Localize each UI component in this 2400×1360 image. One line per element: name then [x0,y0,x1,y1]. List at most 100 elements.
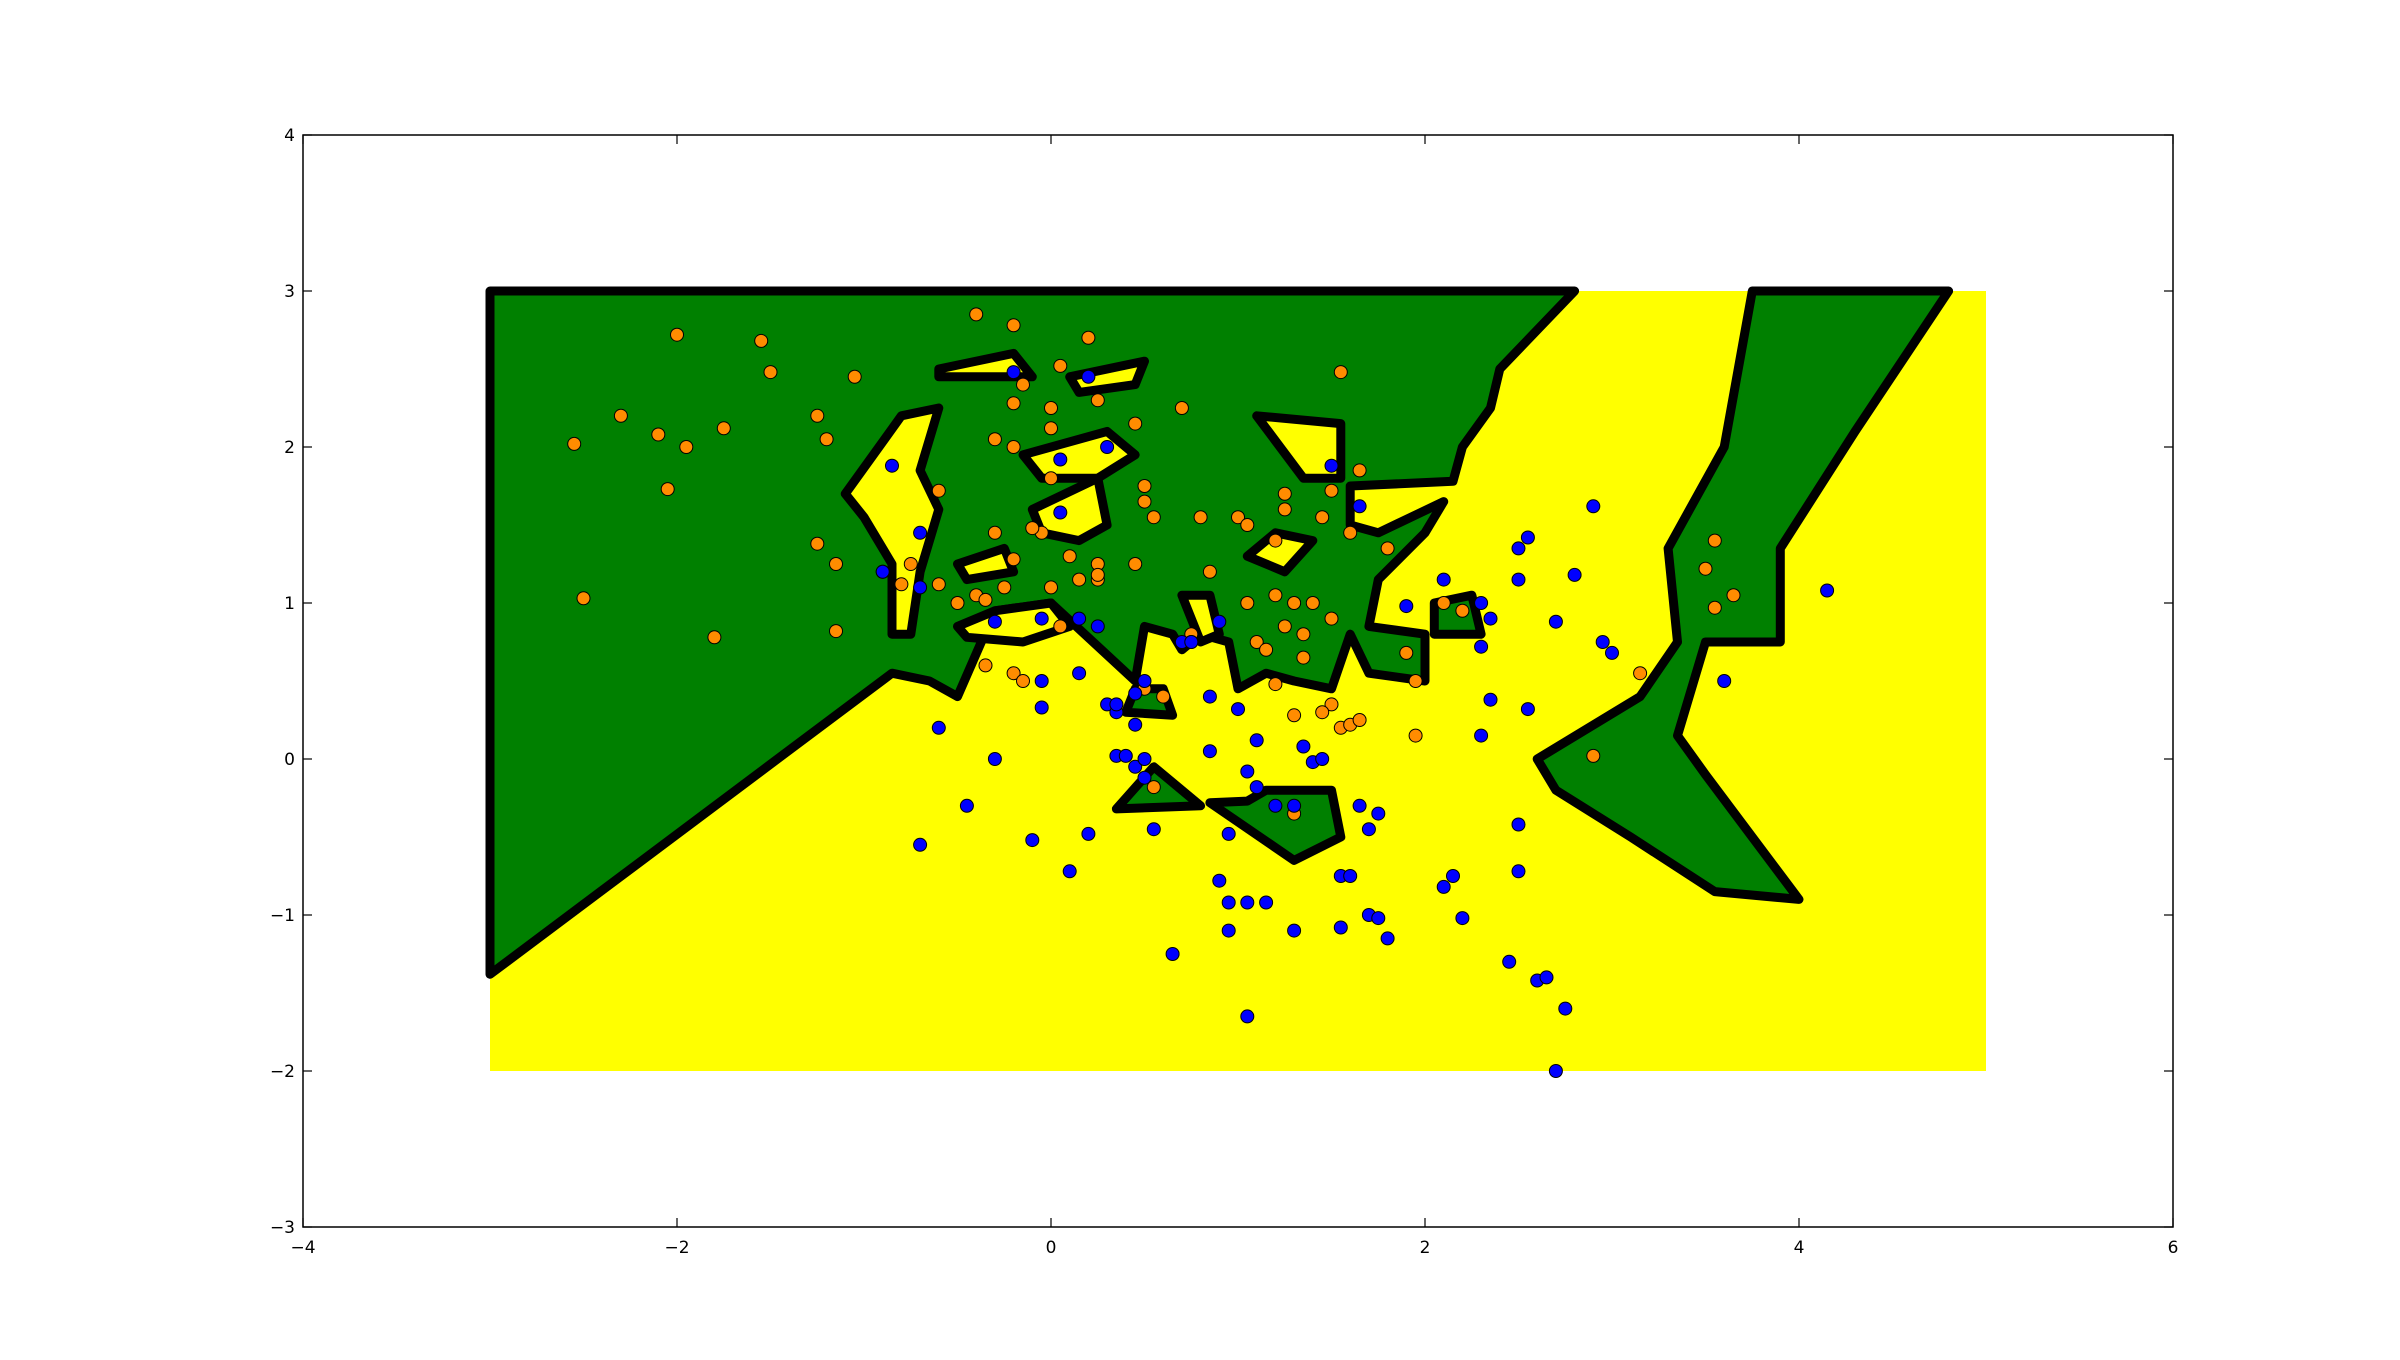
blue-point [1249,733,1264,748]
blue-point [1184,635,1199,649]
orange-point [1633,666,1648,681]
orange-point [1277,486,1292,501]
orange-point [1006,552,1021,567]
orange-point [1062,549,1077,564]
blue-point [1502,954,1517,969]
blue-point [1268,798,1283,813]
orange-point [1044,580,1058,595]
orange-point [1128,416,1143,431]
orange-point [987,525,1002,540]
blue-point [1034,674,1049,688]
blue-point [1511,864,1526,879]
orange-point [707,630,722,645]
y-tick-label: −1 [270,906,295,926]
blue-point [1128,686,1143,701]
y-tick-label: 0 [284,750,295,770]
orange-point [829,557,843,571]
orange-point [1324,483,1339,498]
blue-point [1259,895,1274,910]
blue-point [1221,895,1236,910]
orange-point [1259,642,1274,657]
blue-point [1100,440,1115,454]
yellow-class-island [1177,590,1224,647]
blue-point [1352,499,1367,514]
blue-point [1053,505,1068,520]
orange-point [1006,666,1021,681]
orange-point [1707,600,1722,615]
orange-point [1324,611,1339,626]
orange-point [1333,365,1348,380]
blue-point [1539,970,1554,985]
blue-point [1474,596,1489,610]
x-tick-label: −2 [664,1238,689,1258]
blue-point [1296,739,1311,754]
orange-point [1586,748,1601,763]
orange-point [1044,471,1058,486]
orange-point [810,536,825,551]
yellow-class-island [953,543,1019,585]
x-tick-label: 6 [2168,1238,2179,1258]
blue-point [913,580,928,595]
orange-point [1053,619,1068,634]
blue-point [1511,572,1526,587]
blue-point [913,837,928,852]
blue-point [1072,666,1087,681]
blue-point [1287,923,1302,938]
blue-point [1090,619,1105,634]
orange-point [567,436,582,451]
orange-point [894,577,909,592]
orange-point [978,658,993,673]
orange-point [1287,596,1302,610]
orange-point [1436,596,1451,610]
blue-point [1072,611,1087,626]
orange-point [651,427,666,442]
y-tick-label: 3 [284,282,295,302]
blue-point [1436,879,1451,894]
orange-point [1240,518,1255,532]
orange-point [810,408,825,423]
blue-point [1361,822,1376,837]
orange-point [1352,713,1367,727]
blue-point [1240,764,1255,779]
blue-point [1240,895,1255,910]
orange-point [1137,479,1152,493]
blue-point [1520,702,1535,717]
green-class-region [1532,286,1954,904]
orange-point [931,577,946,592]
orange-point [1343,525,1358,540]
blue-point [1558,1001,1573,1016]
blue-point [1221,923,1236,938]
blue-point [1165,947,1180,961]
orange-point [1006,396,1021,411]
blue-point [875,564,890,579]
orange-point [1231,510,1245,525]
orange-point [1352,463,1367,478]
blue-point [1343,869,1358,883]
blue-point [1474,728,1489,743]
orange-point [829,624,843,639]
orange-point [1698,561,1713,576]
orange-point [1240,596,1255,610]
blue-point [1399,599,1414,614]
y-tick-label: 2 [284,438,295,458]
blue-point [1586,499,1601,514]
blue-point [1081,826,1096,841]
orange-point [997,580,1012,595]
yellow-class-island [1252,411,1346,483]
blue-point [1081,369,1096,384]
orange-point [1726,588,1741,603]
orange-point [1296,650,1311,665]
y-tick-label: −2 [270,1062,295,1082]
orange-point [1044,421,1058,436]
orange-point [1324,697,1339,712]
blue-point [1118,748,1133,763]
orange-point [1025,521,1040,536]
orange-point [576,591,591,606]
y-tick-label: −3 [270,1218,295,1238]
orange-point [1156,689,1171,704]
orange-point [1137,494,1152,509]
orange-point [1408,728,1423,743]
blue-point [1212,614,1227,629]
y-tick-label: 1 [284,594,295,614]
blue-point [1006,365,1021,380]
